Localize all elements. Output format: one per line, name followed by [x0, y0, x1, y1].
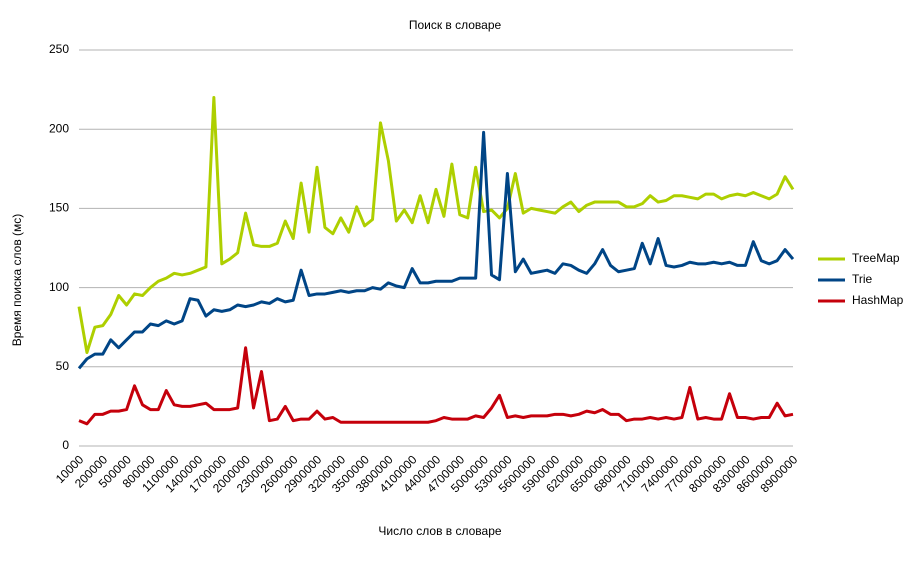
- y-tick-label: 50: [56, 359, 70, 373]
- y-tick-label: 0: [62, 438, 69, 452]
- series-line: [77, 130, 795, 370]
- series-line: [77, 96, 795, 355]
- y-tick-label: 100: [49, 280, 69, 294]
- legend-label: HashMap: [852, 293, 904, 307]
- legend-label: TreeMap: [852, 251, 900, 265]
- legend-label: Trie: [852, 272, 873, 286]
- y-tick-label: 200: [49, 121, 69, 135]
- chart-title: Поиск в словаре: [409, 18, 502, 32]
- series-line: [78, 346, 794, 426]
- y-axis-label: Время поиска слов (мс): [10, 214, 24, 347]
- y-tick-label: 150: [49, 201, 69, 215]
- x-axis-label: Число слов в словаре: [378, 524, 501, 538]
- y-tick-label: 250: [49, 42, 69, 56]
